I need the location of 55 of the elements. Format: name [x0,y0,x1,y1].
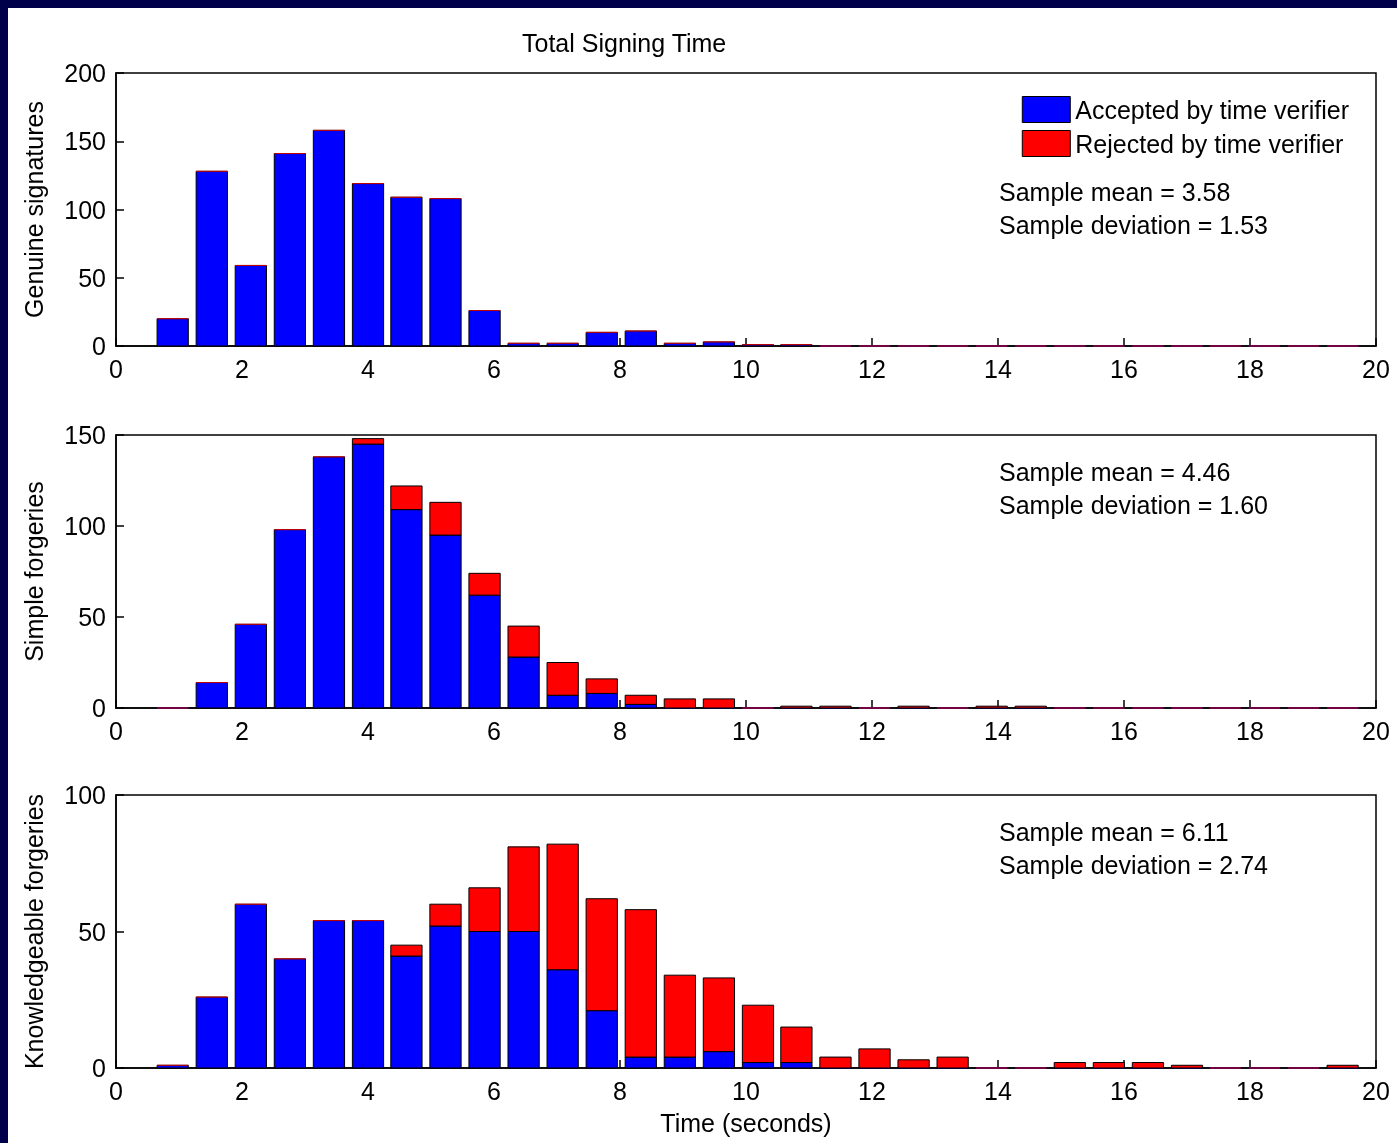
annotation: Sample mean = 4.46 [999,458,1231,486]
y-tick-label: 150 [64,127,106,156]
x-tick-label: 10 [732,716,760,745]
y-axis-title: Knowledgeable forgeries [19,793,48,1070]
annotation: Sample deviation = 2.74 [999,851,1269,879]
x-tick-label: 16 [1110,716,1138,745]
y-tick-label: 100 [64,512,106,540]
x-tick-label: 14 [984,354,1012,383]
x-axis-title: Time (seconds) [660,1108,832,1137]
y-tick-label: 150 [64,421,106,449]
x-tick-label: 16 [1110,354,1138,383]
x-tick-label: 12 [858,716,886,745]
y-tick-label: 0 [92,1054,106,1082]
annotation: Sample deviation = 1.53 [999,211,1268,239]
x-tick-label: 4 [361,1076,376,1105]
chart-title: Total Signing Time [522,28,727,57]
x-tick-label: 4 [361,354,376,383]
annotation: Sample mean = 6.11 [999,818,1229,846]
y-axis-title: Genuine signatures [19,101,48,318]
x-tick-label: 8 [613,716,627,745]
x-tick-label: 14 [984,1076,1012,1105]
x-tick-label: 4 [361,716,376,745]
x-tick-label: 6 [487,1076,501,1105]
annotation: Sample mean = 3.58 [999,178,1231,206]
x-tick-label: 18 [1236,716,1264,745]
y-tick-label: 100 [64,195,106,224]
x-tick-label: 10 [732,354,760,383]
x-tick-label: 16 [1110,1076,1138,1105]
x-tick-label: 8 [613,1076,627,1105]
x-tick-label: 20 [1362,1076,1390,1105]
x-tick-label: 2 [235,1076,249,1105]
annotation: Sample deviation = 1.60 [999,491,1268,519]
x-tick-label: 2 [235,716,249,745]
y-tick-label: 0 [92,694,106,722]
x-tick-label: 6 [487,354,501,383]
y-tick-label: 50 [78,603,106,631]
x-tick-label: 10 [732,1076,760,1105]
legend-label: Rejected by time verifier [1075,129,1344,158]
x-tick-label: 14 [984,716,1012,745]
x-tick-label: 18 [1236,1076,1264,1105]
x-tick-label: 2 [235,354,249,383]
x-tick-label: 20 [1362,354,1390,383]
legend-label: Accepted by time verifier [1075,95,1349,124]
y-tick-label: 0 [92,332,106,360]
x-tick-label: 12 [858,354,886,383]
x-tick-label: 18 [1236,354,1264,383]
x-tick-label: 20 [1362,716,1390,745]
x-tick-label: 6 [487,716,501,745]
x-tick-label: 12 [858,1076,886,1105]
x-tick-label: 8 [613,354,627,383]
y-tick-label: 100 [64,781,106,809]
y-tick-label: 200 [64,59,106,87]
y-axis-title: Simple forgeries [19,481,48,662]
y-tick-label: 50 [78,917,106,946]
y-tick-label: 50 [78,263,106,292]
